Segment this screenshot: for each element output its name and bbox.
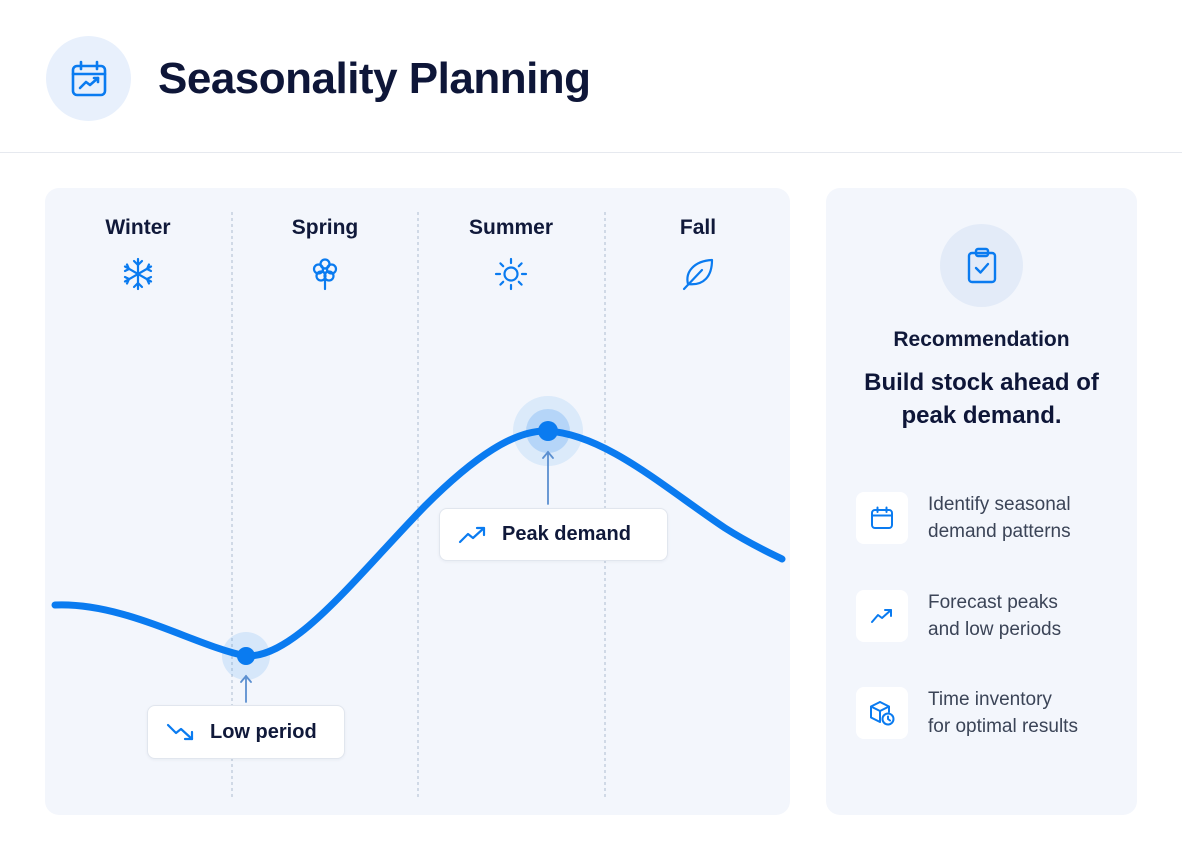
season-summer: Summer [418,214,604,292]
tip-item: Time inventory for optimal results [856,685,1126,741]
seasonality-chart-panel: Winter Spring [45,188,790,815]
recommendation-panel: Recommendation Build stock ahead of peak… [826,188,1137,815]
low-arrow [240,674,252,703]
page-title: Seasonality Planning [158,54,591,103]
tip-item: Identify seasonal demand patterns [856,490,1126,546]
trend-up-icon [856,590,908,642]
low-period-callout: Low period [147,705,345,759]
low-point-marker [237,647,255,665]
peak-demand-label: Peak demand [502,523,631,545]
season-winter: Winter [45,214,231,292]
trend-up-icon [458,524,488,546]
flower-icon [232,256,418,292]
peak-arrow [542,450,554,505]
tip-text: Time inventory for optimal results [928,689,1078,737]
season-spring: Spring [232,214,418,292]
trend-down-icon [166,721,196,743]
leaf-icon [605,256,790,292]
peak-point-marker [538,421,558,441]
season-label: Winter [105,216,171,239]
recommendation-headline: Build stock ahead of peak demand. [864,369,1099,429]
calendar-icon [856,492,908,544]
recommendation-label: Recommendation [893,328,1070,351]
calendar-trend-icon [46,36,131,121]
clipboard-check-icon [940,224,1023,307]
tip-text: Forecast peaks and low periods [928,592,1062,640]
tip-item: Forecast peaks and low periods [856,588,1126,644]
page-header: Seasonality Planning [0,0,1182,153]
demand-curve [51,427,786,660]
low-period-label: Low period [210,720,317,743]
sun-icon [418,256,604,292]
season-label: Fall [679,216,717,239]
peak-demand-callout: Peak demand [439,508,668,561]
season-fall: Fall [605,214,790,292]
season-label: Summer [468,216,554,239]
tip-text: Identify seasonal demand patterns [928,494,1071,542]
demand-curve-chart [51,212,786,798]
box-clock-icon [856,687,908,739]
season-label: Spring [291,216,359,239]
snowflake-icon [45,256,231,292]
